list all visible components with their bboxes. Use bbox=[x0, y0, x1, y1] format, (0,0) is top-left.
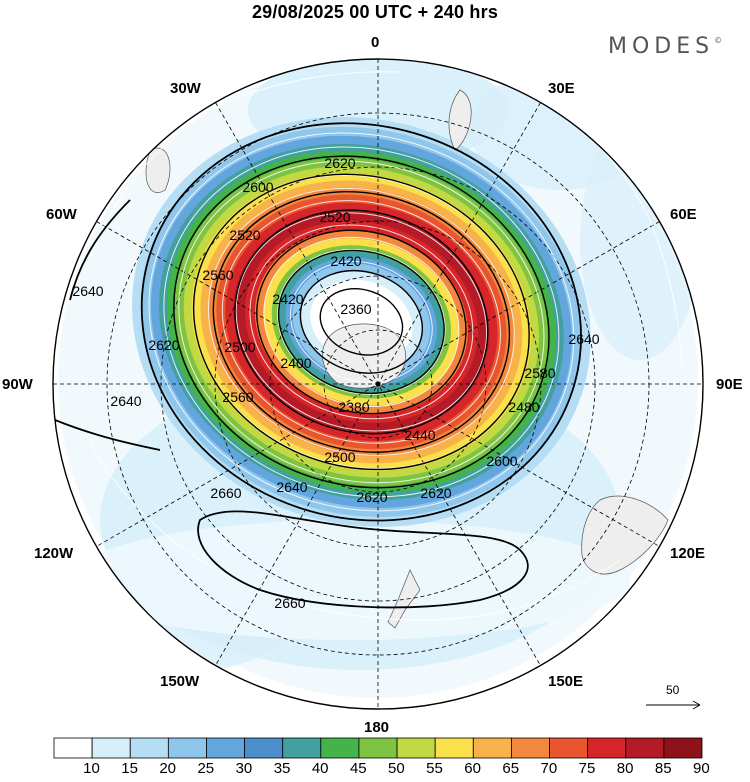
colorbar-tick-label: 20 bbox=[159, 760, 177, 777]
colorbar-swatch bbox=[244, 737, 284, 759]
colorbar-tick-label: 45 bbox=[349, 760, 367, 777]
brand-logo: MODES© bbox=[608, 34, 723, 59]
contour-label: 2600 bbox=[242, 179, 273, 195]
colorbar-tick-label: 85 bbox=[654, 760, 672, 777]
lon-label-120e: 120E bbox=[670, 545, 706, 562]
contour-label: 2560 bbox=[222, 389, 253, 405]
contour-label: 2500 bbox=[324, 449, 355, 465]
colorbar-tick-label: 70 bbox=[540, 760, 558, 777]
wind-streamlines bbox=[79, 71, 683, 621]
contour-label: 2620 bbox=[148, 337, 179, 353]
colorbar-swatch bbox=[511, 737, 550, 759]
contour-label: 2640 bbox=[110, 393, 141, 409]
lon-label-150e: 150E bbox=[548, 673, 584, 690]
lon-label-60w: 60W bbox=[46, 206, 77, 223]
lon-label-0: 0 bbox=[371, 34, 380, 51]
colorbar-swatch bbox=[282, 737, 322, 759]
contour-label: 2420 bbox=[272, 291, 303, 307]
colorbar-tick-label: 65 bbox=[502, 760, 520, 777]
contour-label: 2380 bbox=[338, 399, 369, 415]
colorbar-tick-label: 35 bbox=[273, 760, 291, 777]
contour-label-group: 2620 2600 2520 2520 2560 2420 2420 2360 … bbox=[72, 155, 599, 611]
colorbar-swatch bbox=[625, 737, 665, 759]
colorbar-tick-label: 50 bbox=[388, 760, 405, 777]
colorbar-swatch bbox=[53, 737, 93, 759]
south-america-tip bbox=[145, 147, 171, 193]
contour-label: 2640 bbox=[72, 283, 103, 299]
colorbar-swatch bbox=[434, 737, 474, 759]
contour-label: 2660 bbox=[274, 595, 305, 611]
lon-label-30w: 30W bbox=[170, 80, 201, 97]
australia-landmass bbox=[581, 495, 669, 575]
colorbar-tick-label: 10 bbox=[83, 760, 100, 777]
lon-label-60e: 60E bbox=[670, 206, 697, 223]
contour-label: 2420 bbox=[330, 253, 361, 269]
colorbar-tick-label: 25 bbox=[197, 760, 215, 777]
contour-label: 2400 bbox=[280, 355, 311, 371]
contour-label: 2620 bbox=[420, 485, 451, 501]
contour-label: 2440 bbox=[404, 427, 435, 443]
colorbar-swatch bbox=[587, 737, 627, 759]
contour-label: 2660 bbox=[210, 485, 241, 501]
colorbar-tick-label: 80 bbox=[616, 760, 634, 777]
colorbar-swatch bbox=[358, 737, 398, 759]
colorbar-swatch bbox=[129, 737, 169, 759]
contour-label: 2360 bbox=[340, 301, 371, 317]
contour-label: 2640 bbox=[276, 479, 307, 495]
africa-tip bbox=[448, 89, 472, 151]
pole-marker bbox=[375, 381, 381, 387]
colorbar-swatch bbox=[167, 737, 207, 759]
lon-label-120w: 120W bbox=[34, 545, 74, 562]
contour-label: 2640 bbox=[568, 331, 599, 347]
colorbar-tick-label: 15 bbox=[121, 760, 138, 777]
contour-label: 2520 bbox=[319, 209, 350, 225]
scale-arrow-value: 50 bbox=[666, 683, 680, 697]
colorbar-swatch bbox=[663, 737, 703, 759]
colorbar-swatch bbox=[320, 737, 360, 759]
colorbar bbox=[53, 737, 703, 759]
lon-label-150w: 150W bbox=[160, 673, 200, 690]
map-title: 29/08/2025 00 UTC + 240 hrs bbox=[251, 2, 499, 22]
colorbar-tick-label: 40 bbox=[311, 760, 329, 777]
contour-label: 2500 bbox=[224, 339, 255, 355]
colorbar-tick-label: 90 bbox=[693, 760, 710, 777]
colorbar-swatch bbox=[396, 737, 436, 759]
lon-label-90w: 90W bbox=[2, 376, 33, 393]
new-zealand-landmass bbox=[387, 569, 421, 629]
map-boundary bbox=[52, 58, 704, 710]
colorbar-swatch bbox=[206, 737, 245, 759]
lon-label-30e: 30E bbox=[548, 80, 575, 97]
colorbar-tick-label: 75 bbox=[578, 760, 596, 777]
colorbar-tick-label: 30 bbox=[235, 760, 253, 777]
contour-label: 2520 bbox=[229, 227, 260, 243]
colorbar-swatch bbox=[91, 737, 131, 759]
contour-label: 2560 bbox=[202, 267, 233, 283]
height-contours bbox=[54, 122, 582, 609]
colorbar-tick-label: 55 bbox=[426, 760, 443, 777]
colorbar-swatch bbox=[472, 737, 512, 759]
colorbar-swatch bbox=[549, 737, 589, 759]
contour-label: 2620 bbox=[356, 489, 387, 505]
contour-label: 2580 bbox=[524, 365, 555, 381]
colorbar-tick-label: 60 bbox=[464, 760, 481, 777]
lon-label-180: 180 bbox=[364, 719, 390, 736]
lon-label-90e: 90E bbox=[716, 376, 743, 393]
contour-label: 2620 bbox=[324, 155, 355, 171]
contour-label: 2600 bbox=[486, 453, 517, 469]
scale-arrow bbox=[646, 700, 701, 710]
contour-label: 2480 bbox=[508, 399, 539, 415]
